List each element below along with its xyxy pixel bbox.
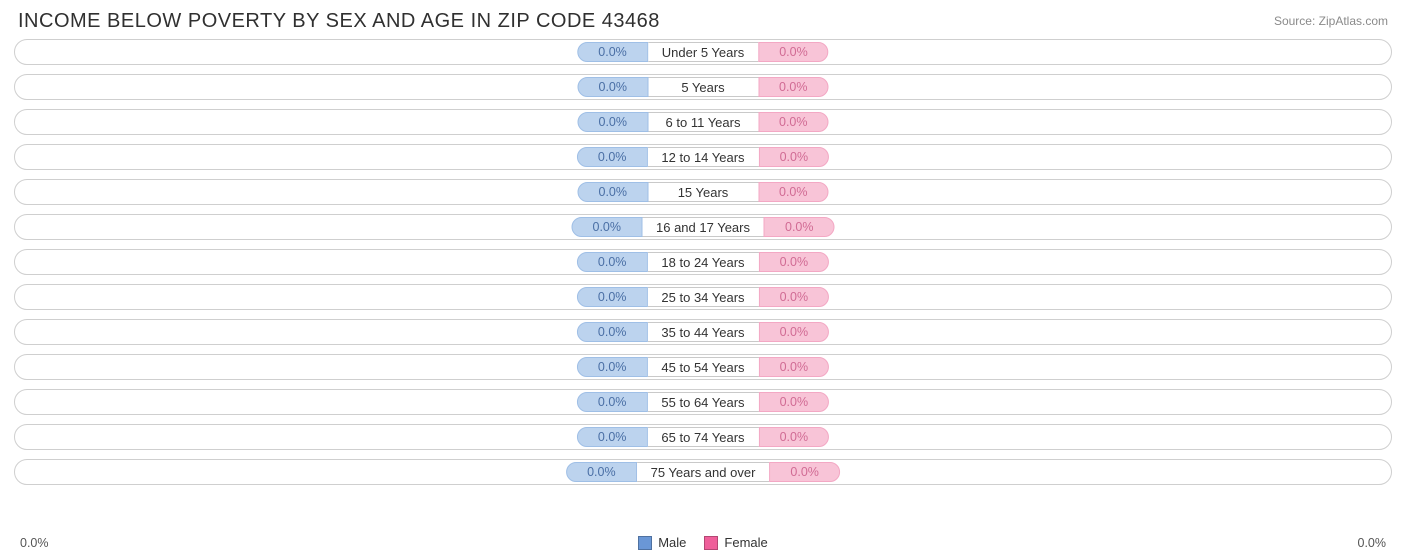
female-value-pill: 0.0% bbox=[759, 287, 830, 307]
female-value-pill: 0.0% bbox=[758, 77, 829, 97]
category-label: 35 to 44 Years bbox=[647, 322, 758, 342]
chart-row: 0.0%45 to 54 Years0.0% bbox=[14, 354, 1392, 380]
row-center-group: 0.0%6 to 11 Years0.0% bbox=[578, 112, 829, 132]
legend-swatch-male bbox=[638, 536, 652, 550]
legend-item-male: Male bbox=[638, 535, 686, 550]
legend-label-female: Female bbox=[724, 535, 767, 550]
category-label: 6 to 11 Years bbox=[648, 112, 758, 132]
category-label: 12 to 14 Years bbox=[647, 147, 758, 167]
chart-row: 0.0%55 to 64 Years0.0% bbox=[14, 389, 1392, 415]
male-value-pill: 0.0% bbox=[577, 357, 648, 377]
chart-row: 0.0%5 Years0.0% bbox=[14, 74, 1392, 100]
axis-label-right: 0.0% bbox=[1358, 536, 1387, 550]
row-center-group: 0.0%45 to 54 Years0.0% bbox=[577, 357, 829, 377]
male-value-pill: 0.0% bbox=[578, 77, 649, 97]
chart-row: 0.0%15 Years0.0% bbox=[14, 179, 1392, 205]
legend-swatch-female bbox=[704, 536, 718, 550]
female-value-pill: 0.0% bbox=[759, 252, 830, 272]
chart-row: 0.0%18 to 24 Years0.0% bbox=[14, 249, 1392, 275]
female-value-pill: 0.0% bbox=[759, 147, 830, 167]
female-value-pill: 0.0% bbox=[759, 427, 830, 447]
axis-label-left: 0.0% bbox=[20, 536, 49, 550]
female-value-pill: 0.0% bbox=[758, 112, 829, 132]
category-label: 25 to 34 Years bbox=[647, 287, 758, 307]
female-value-pill: 0.0% bbox=[759, 392, 830, 412]
chart-row: 0.0%12 to 14 Years0.0% bbox=[14, 144, 1392, 170]
row-center-group: 0.0%25 to 34 Years0.0% bbox=[577, 287, 829, 307]
chart-source: Source: ZipAtlas.com bbox=[1274, 14, 1388, 28]
legend-label-male: Male bbox=[658, 535, 686, 550]
male-value-pill: 0.0% bbox=[578, 182, 649, 202]
row-center-group: 0.0%16 and 17 Years0.0% bbox=[572, 217, 835, 237]
row-center-group: 0.0%55 to 64 Years0.0% bbox=[577, 392, 829, 412]
male-value-pill: 0.0% bbox=[577, 252, 648, 272]
chart-row: 0.0%25 to 34 Years0.0% bbox=[14, 284, 1392, 310]
chart-header: INCOME BELOW POVERTY BY SEX AND AGE IN Z… bbox=[0, 0, 1406, 39]
chart-row: 0.0%16 and 17 Years0.0% bbox=[14, 214, 1392, 240]
category-label: 15 Years bbox=[648, 182, 758, 202]
male-value-pill: 0.0% bbox=[577, 392, 648, 412]
male-value-pill: 0.0% bbox=[572, 217, 643, 237]
chart-row: 0.0%65 to 74 Years0.0% bbox=[14, 424, 1392, 450]
male-value-pill: 0.0% bbox=[577, 322, 648, 342]
row-center-group: 0.0%18 to 24 Years0.0% bbox=[577, 252, 829, 272]
row-center-group: 0.0%5 Years0.0% bbox=[578, 77, 829, 97]
chart-row: 0.0%6 to 11 Years0.0% bbox=[14, 109, 1392, 135]
category-label: Under 5 Years bbox=[648, 42, 758, 62]
female-value-pill: 0.0% bbox=[758, 182, 829, 202]
category-label: 18 to 24 Years bbox=[647, 252, 758, 272]
category-label: 65 to 74 Years bbox=[647, 427, 758, 447]
chart-legend: Male Female bbox=[638, 535, 768, 550]
category-label: 5 Years bbox=[648, 77, 758, 97]
row-center-group: 0.0%12 to 14 Years0.0% bbox=[577, 147, 829, 167]
chart-title: INCOME BELOW POVERTY BY SEX AND AGE IN Z… bbox=[18, 10, 660, 33]
female-value-pill: 0.0% bbox=[758, 42, 829, 62]
category-label: 16 and 17 Years bbox=[642, 217, 764, 237]
chart-row: 0.0%75 Years and over0.0% bbox=[14, 459, 1392, 485]
row-center-group: 0.0%35 to 44 Years0.0% bbox=[577, 322, 829, 342]
chart-row: 0.0%Under 5 Years0.0% bbox=[14, 39, 1392, 65]
chart-row: 0.0%35 to 44 Years0.0% bbox=[14, 319, 1392, 345]
male-value-pill: 0.0% bbox=[577, 42, 648, 62]
row-center-group: 0.0%Under 5 Years0.0% bbox=[577, 42, 828, 62]
chart-footer: 0.0% Male Female 0.0% bbox=[0, 535, 1406, 550]
row-center-group: 0.0%65 to 74 Years0.0% bbox=[577, 427, 829, 447]
category-label: 45 to 54 Years bbox=[647, 357, 758, 377]
row-center-group: 0.0%75 Years and over0.0% bbox=[566, 462, 840, 482]
row-center-group: 0.0%15 Years0.0% bbox=[578, 182, 829, 202]
legend-item-female: Female bbox=[704, 535, 767, 550]
category-label: 55 to 64 Years bbox=[647, 392, 758, 412]
male-value-pill: 0.0% bbox=[578, 112, 649, 132]
male-value-pill: 0.0% bbox=[577, 147, 648, 167]
chart-body: 0.0%Under 5 Years0.0%0.0%5 Years0.0%0.0%… bbox=[0, 39, 1406, 485]
female-value-pill: 0.0% bbox=[759, 357, 830, 377]
category-label: 75 Years and over bbox=[637, 462, 770, 482]
male-value-pill: 0.0% bbox=[577, 287, 648, 307]
male-value-pill: 0.0% bbox=[566, 462, 637, 482]
male-value-pill: 0.0% bbox=[577, 427, 648, 447]
female-value-pill: 0.0% bbox=[759, 322, 830, 342]
female-value-pill: 0.0% bbox=[764, 217, 835, 237]
female-value-pill: 0.0% bbox=[769, 462, 840, 482]
